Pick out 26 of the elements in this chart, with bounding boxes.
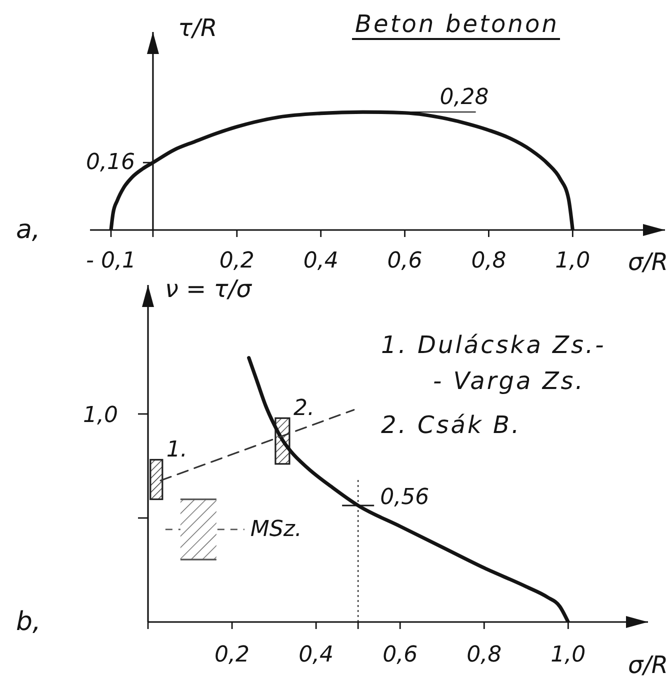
- data-label: 0,56: [380, 485, 430, 510]
- x-tick-label: 1,0: [555, 248, 590, 274]
- annotation: 1. Dulácska Zs.- - Varga Zs.: [381, 331, 606, 395]
- x-tick-label: 0,8: [471, 248, 506, 274]
- annotation: 0,28: [440, 85, 489, 110]
- y-axis-title: ν = τ/σ: [165, 275, 252, 303]
- series-label: 1.: [166, 438, 188, 463]
- x-tick-label: 0,8: [466, 642, 502, 668]
- x-tick-label: 0,4: [303, 248, 338, 274]
- x-tick-label: 0,2: [214, 642, 250, 668]
- x-axis-title: σ/R: [628, 248, 668, 276]
- series-label: MSz.: [250, 516, 302, 542]
- text: a,: [16, 215, 40, 245]
- text: b,: [16, 607, 41, 637]
- x-tick-label: 0,6: [382, 642, 418, 668]
- y-axis-title: τ/R: [178, 14, 218, 42]
- x-tick-label: 0,6: [387, 248, 422, 274]
- annotation: 2. Csák B.: [381, 411, 522, 439]
- chart-title: Beton betonon: [355, 10, 557, 38]
- x-axis-title: σ/R: [628, 651, 668, 679]
- series-label: 2.: [293, 396, 314, 422]
- x-tick-label: 0,4: [298, 642, 334, 668]
- x-tick-label: 1,0: [550, 642, 586, 668]
- data-label: 0,16: [86, 150, 135, 176]
- x-tick-label: - 0,1: [86, 248, 136, 274]
- x-tick-label: 0,2: [219, 248, 254, 274]
